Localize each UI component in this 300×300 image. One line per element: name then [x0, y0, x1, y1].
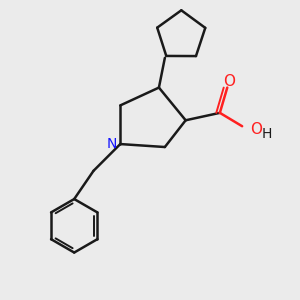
Text: N: N [106, 137, 117, 151]
Text: H: H [262, 127, 272, 141]
Text: O: O [250, 122, 262, 137]
Text: O: O [223, 74, 235, 88]
